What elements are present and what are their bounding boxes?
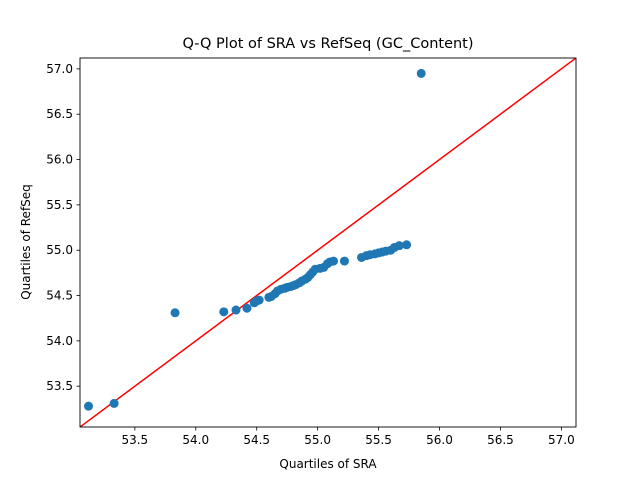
x-tick-label: 54.5 — [243, 433, 270, 447]
x-axis-label: Quartiles of SRA — [279, 457, 377, 471]
data-point — [339, 256, 349, 266]
y-tick-label: 54.0 — [46, 334, 73, 348]
data-point — [416, 68, 426, 78]
plot-area — [79, 57, 577, 428]
data-point — [109, 398, 119, 408]
x-tick-label: 55.5 — [365, 433, 392, 447]
y-tick-label: 55.5 — [46, 198, 73, 212]
chart-title: Q-Q Plot of SRA vs RefSeq (GC_Content) — [182, 36, 473, 52]
data-point — [84, 401, 94, 411]
y-tick-label: 54.5 — [46, 289, 73, 303]
y-axis: 53.5 54.0 54.5 55.0 55.5 56.0 56.5 57.0 — [46, 62, 80, 393]
y-tick-label: 55.0 — [46, 243, 73, 257]
x-tick-label: 54.0 — [182, 433, 209, 447]
data-point — [170, 308, 180, 318]
data-point — [231, 305, 241, 315]
x-axis: 53.5 54.0 54.5 55.0 55.5 56.0 56.5 57.0 — [121, 427, 575, 447]
x-tick-label: 53.5 — [121, 433, 148, 447]
y-axis-label: Quartiles of RefSeq — [19, 184, 33, 300]
y-tick-label: 56.0 — [46, 153, 73, 167]
x-tick-label: 56.0 — [426, 433, 453, 447]
data-point — [328, 256, 338, 266]
data-point — [394, 241, 404, 251]
y-tick-label: 53.5 — [46, 379, 73, 393]
data-point — [254, 295, 264, 305]
y-tick-label: 57.0 — [46, 62, 73, 76]
x-tick-label: 56.5 — [487, 433, 514, 447]
x-tick-label: 55.0 — [304, 433, 331, 447]
y-tick-label: 56.5 — [46, 107, 73, 121]
data-point — [219, 307, 229, 317]
data-point — [402, 240, 412, 250]
reference-line — [80, 58, 576, 427]
plot-frame — [79, 57, 577, 428]
reference-line-layer — [80, 58, 576, 427]
data-point — [242, 303, 252, 313]
points-layer — [84, 68, 426, 411]
x-tick-label: 57.0 — [548, 433, 575, 447]
